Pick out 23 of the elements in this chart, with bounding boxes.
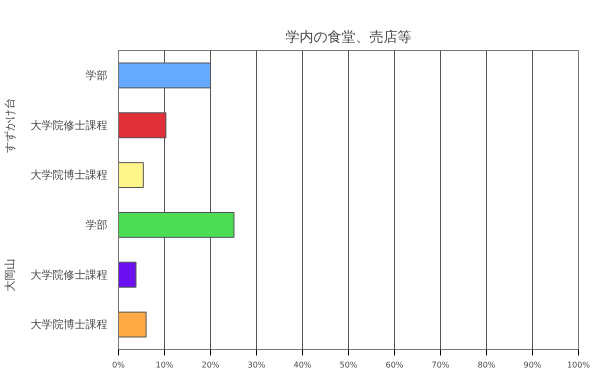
text: 大岡山	[4, 258, 16, 292]
bar	[118, 162, 144, 188]
chart-title: 学内の食堂、売店等	[286, 30, 412, 46]
bar	[118, 312, 147, 338]
y-tick-label: 大学院修士課程	[30, 118, 108, 132]
y-tick-label: 学部	[86, 218, 108, 232]
y-tick-label: 大学院博士課程	[30, 168, 108, 182]
bar	[118, 262, 136, 288]
x-tick-label: 70%	[432, 360, 450, 370]
x-tick-label: 0%	[112, 360, 126, 370]
x-tick-label: 90%	[524, 360, 542, 370]
x-tick-label: 80%	[478, 360, 496, 370]
x-tick-label: 20%	[202, 360, 220, 370]
x-tick-label: 100%	[567, 360, 590, 370]
text: すずかけ台	[4, 98, 16, 153]
x-tick-label: 50%	[340, 360, 358, 370]
x-tick-label: 30%	[248, 360, 266, 370]
y-tick-label: 大学院修士課程	[30, 268, 108, 282]
y-tick-label: 大学院博士課程	[30, 318, 108, 332]
x-tick-label: 10%	[156, 360, 174, 370]
y-tick-label: 学部	[86, 68, 108, 82]
x-tick-label: 60%	[386, 360, 404, 370]
x-tick-label: 40%	[294, 360, 312, 370]
